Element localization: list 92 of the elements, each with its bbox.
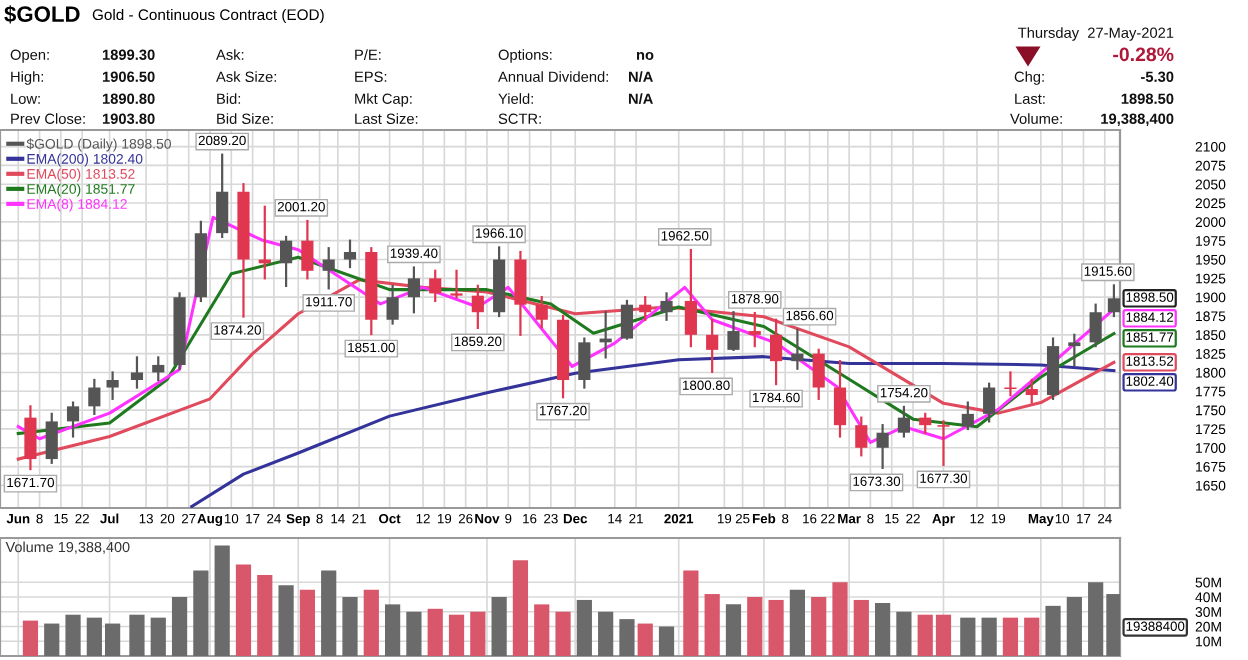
bar xyxy=(214,545,230,656)
bar xyxy=(853,599,869,656)
line-series xyxy=(16,278,1116,461)
bar xyxy=(427,608,443,656)
bar xyxy=(470,611,486,656)
bar xyxy=(811,597,827,656)
bar xyxy=(683,570,699,656)
bar xyxy=(555,611,571,656)
bar xyxy=(789,589,805,656)
bar xyxy=(512,560,529,656)
candlestick xyxy=(407,266,420,314)
bar xyxy=(658,626,675,656)
candlestick xyxy=(152,356,165,382)
bar xyxy=(768,599,784,656)
bar xyxy=(448,614,465,656)
candlestick xyxy=(450,269,463,299)
bar xyxy=(725,604,742,656)
candlestick xyxy=(961,401,974,431)
bar xyxy=(193,570,209,656)
bar xyxy=(747,597,763,656)
bar xyxy=(22,620,39,656)
candlestick xyxy=(639,296,652,321)
candlestick xyxy=(1089,303,1102,348)
bar xyxy=(150,617,166,656)
candlestick xyxy=(130,356,144,389)
bar xyxy=(342,597,358,656)
candlestick xyxy=(770,318,783,386)
candlestick xyxy=(833,360,847,438)
bar xyxy=(832,582,848,656)
bar xyxy=(896,611,912,656)
text: -0.28% xyxy=(1113,47,1174,62)
bar xyxy=(257,574,273,656)
bar xyxy=(534,604,550,656)
candlestick xyxy=(386,284,399,325)
candlestick xyxy=(578,337,591,389)
bar xyxy=(406,611,422,656)
candlestick xyxy=(106,371,119,400)
bar xyxy=(981,617,997,656)
bar xyxy=(637,623,653,656)
bar xyxy=(385,604,401,656)
candlestick xyxy=(876,424,889,469)
candlestick xyxy=(897,405,910,438)
line-series xyxy=(190,355,1116,508)
bar xyxy=(129,614,145,656)
bar xyxy=(235,564,252,656)
bar xyxy=(598,611,614,656)
candlestick xyxy=(216,153,229,239)
candlestick xyxy=(1107,284,1120,318)
candlestick xyxy=(983,382,996,423)
candlestick xyxy=(88,378,101,415)
bar xyxy=(875,602,891,656)
candlestick xyxy=(24,405,37,471)
candlestick xyxy=(748,311,761,348)
candlestick xyxy=(322,247,335,290)
bar xyxy=(704,594,720,656)
candlestick xyxy=(791,328,804,370)
candlestick xyxy=(45,412,58,464)
bar xyxy=(1024,617,1040,656)
candlestick xyxy=(684,248,697,348)
bar xyxy=(299,589,315,656)
bar xyxy=(1002,617,1019,656)
bar xyxy=(278,585,294,656)
candlestick xyxy=(620,299,634,340)
bar xyxy=(363,589,379,656)
candlestick xyxy=(301,219,314,280)
candlestick xyxy=(429,269,442,303)
bar xyxy=(65,614,81,656)
candlestick xyxy=(1025,378,1038,404)
bar xyxy=(1066,597,1082,656)
candlestick xyxy=(706,318,719,373)
candlestick xyxy=(660,292,673,321)
candlestick xyxy=(727,311,740,351)
candlestick xyxy=(1068,333,1081,367)
bar xyxy=(1045,605,1061,656)
candlestick xyxy=(919,412,932,434)
candlestick xyxy=(343,239,357,269)
candlestick xyxy=(280,235,293,287)
candlestick xyxy=(855,416,868,457)
bar xyxy=(619,619,635,656)
candlestick xyxy=(471,284,484,329)
candlestick xyxy=(66,401,80,438)
candlestick xyxy=(937,420,950,466)
candlestick xyxy=(514,250,527,336)
candlestick xyxy=(812,348,825,400)
bar xyxy=(491,597,507,656)
bar xyxy=(576,599,592,656)
bar xyxy=(960,617,976,656)
bar xyxy=(171,597,188,656)
candlestick xyxy=(535,296,548,329)
bar xyxy=(321,570,337,656)
chart-title: $GOLD xyxy=(4,5,80,24)
bar xyxy=(44,623,60,656)
